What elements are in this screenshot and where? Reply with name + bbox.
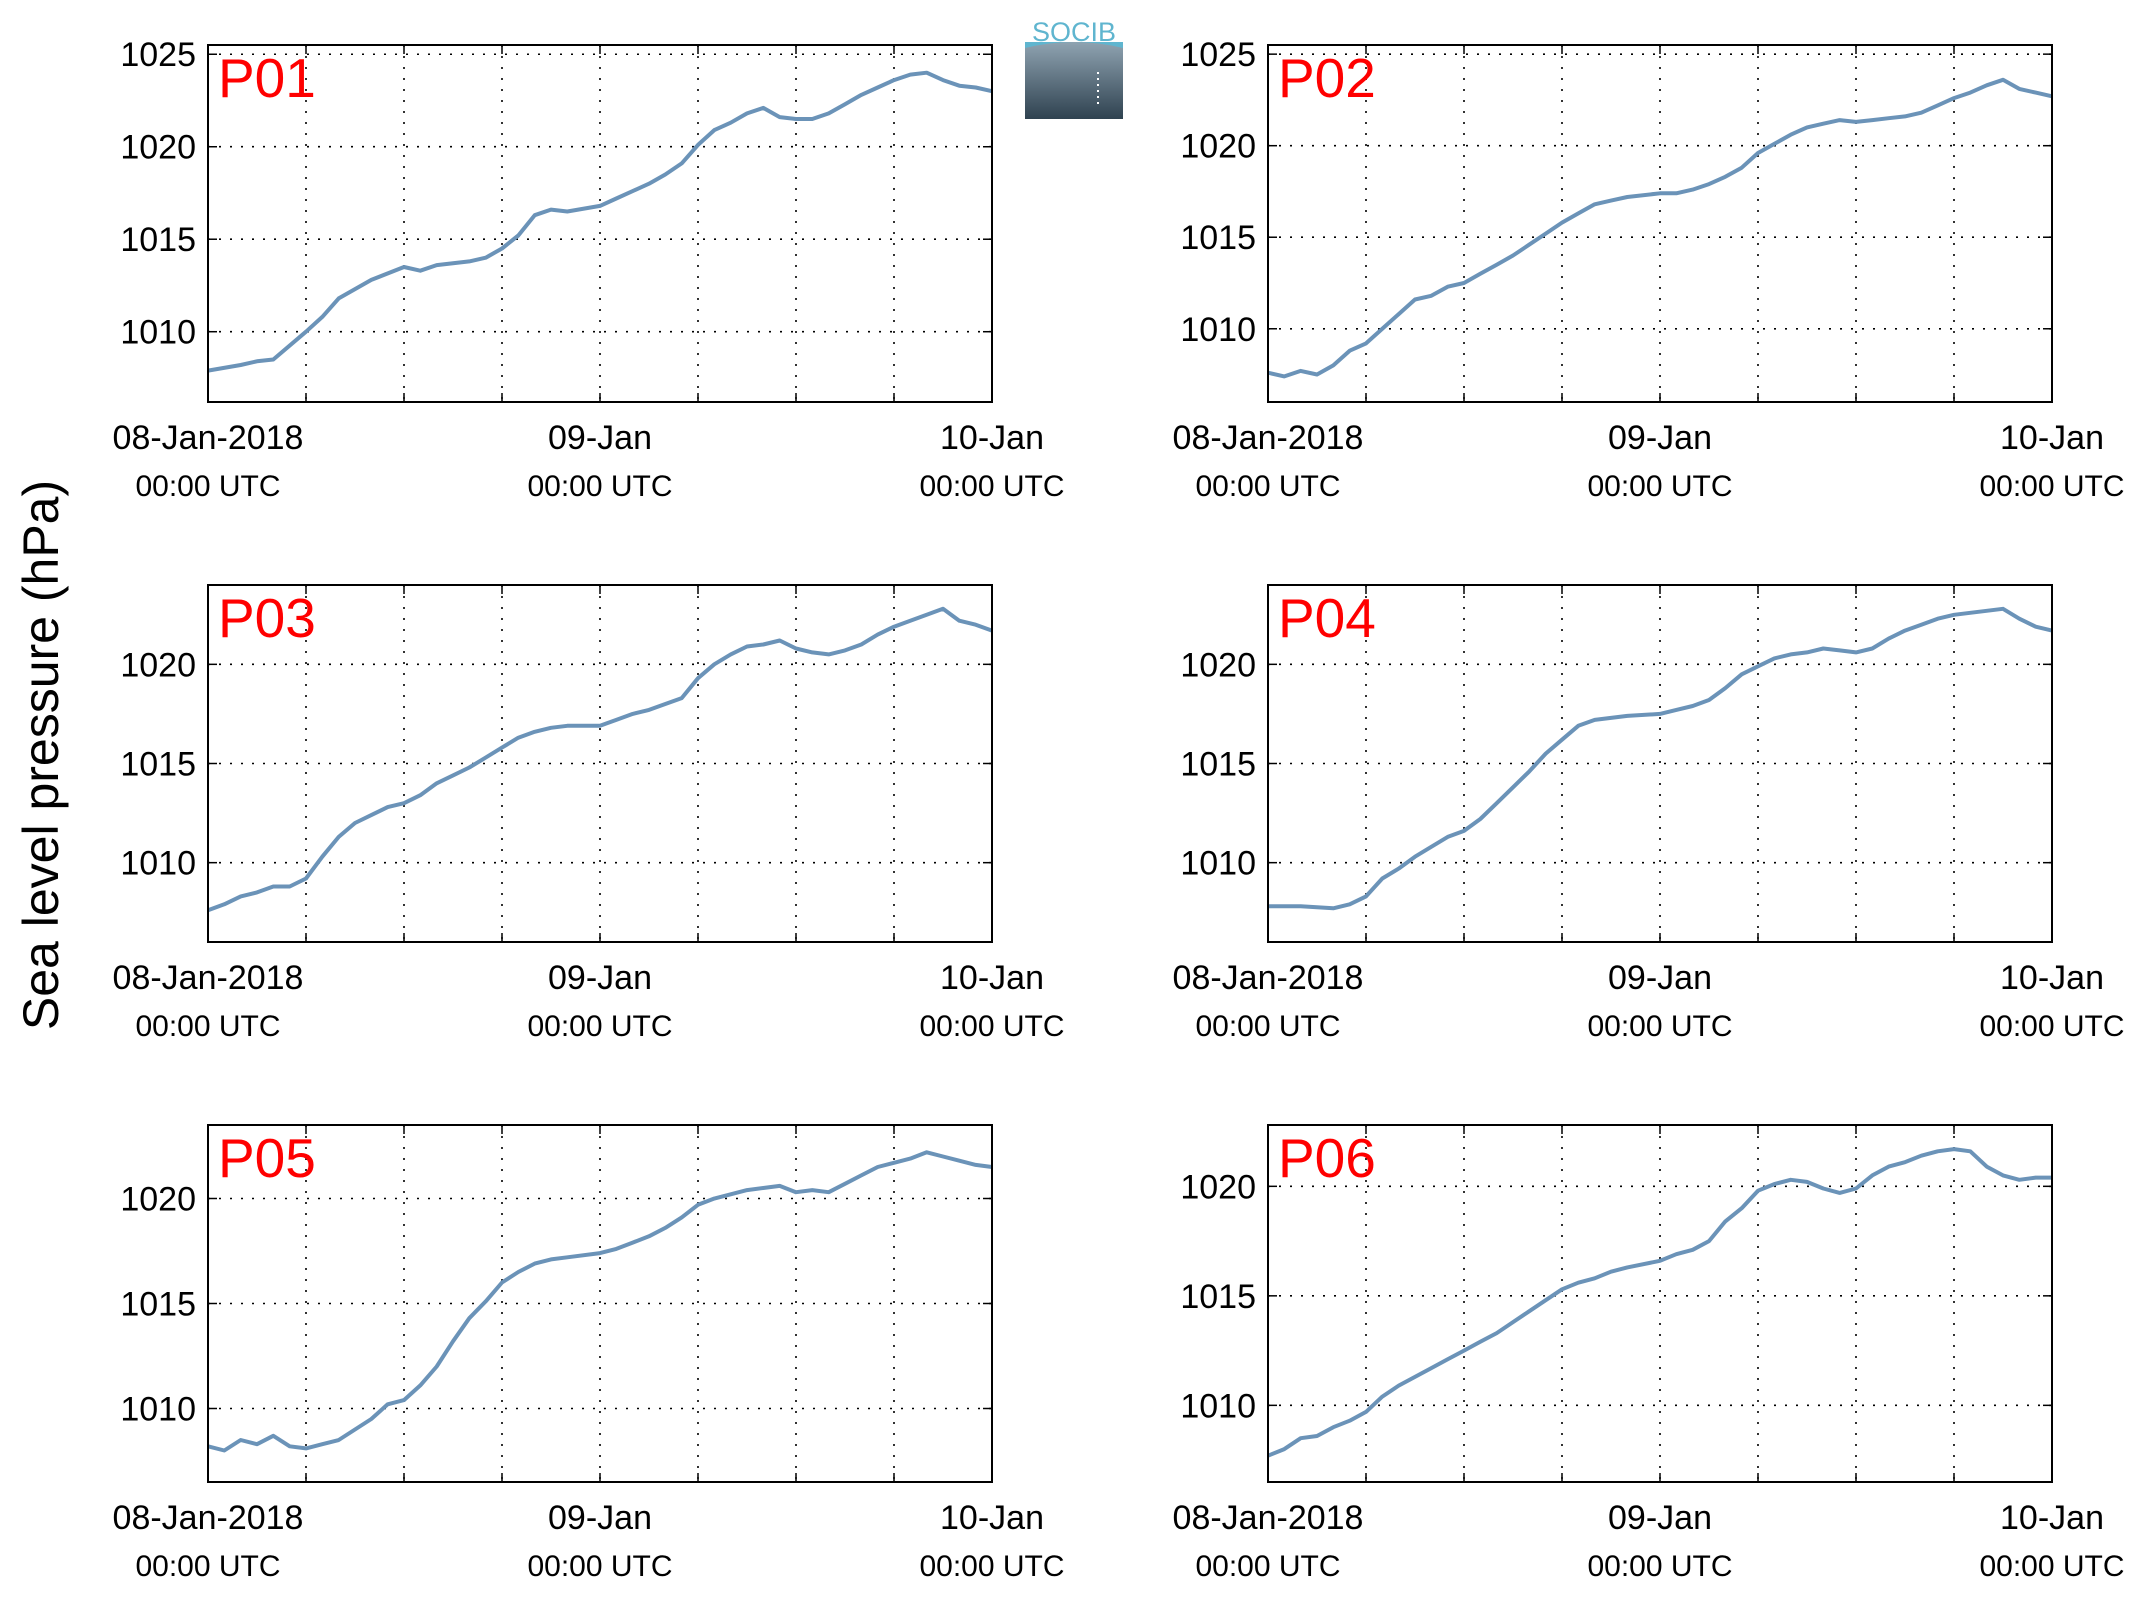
x-tick-label: 10-Jan [2000, 1499, 2104, 1537]
y-tick-label: 1010 [1180, 845, 1256, 883]
x-tick-sublabel: 00:00 UTC [919, 470, 1064, 503]
axes-box [1267, 584, 2053, 943]
x-tick-sublabel: 00:00 UTC [1195, 470, 1340, 503]
logo-text: SOCIB [1032, 17, 1116, 47]
x-tick-label: 10-Jan [2000, 419, 2104, 457]
axes-box [207, 1124, 993, 1483]
x-tick-sublabel: 00:00 UTC [1587, 1550, 1732, 1583]
x-tick-sublabel: 00:00 UTC [1587, 470, 1732, 503]
y-tick-label: 1015 [120, 746, 196, 784]
x-tick-sublabel: 00:00 UTC [527, 1550, 672, 1583]
y-tick-label: 1010 [120, 314, 196, 352]
series-line-p04 [1268, 606, 2053, 911]
panel-label: P04 [1278, 587, 1376, 649]
panel-label: P02 [1278, 47, 1376, 109]
x-tick-label: 10-Jan [940, 419, 1044, 457]
series-line-p05 [207, 1150, 993, 1453]
x-tick-sublabel: 00:00 UTC [919, 1550, 1064, 1583]
panel-label: P03 [218, 587, 316, 649]
panel-label: P05 [218, 1127, 316, 1189]
x-tick-sublabel: 00:00 UTC [135, 1010, 280, 1043]
y-tick-label: 1010 [120, 1391, 196, 1429]
x-tick-label: 09-Jan [1608, 419, 1712, 457]
panel-p03: 1010 1015 1020 P03 08-Jan-2018 00:00 UTC 09-Ja… [113, 584, 1065, 1043]
panels: 1010 1015 1020 1025 P01 08-Jan-2018 00:00 UTC 0… [113, 36, 2125, 1583]
x-tick-sublabel: 00:00 UTC [1195, 1010, 1340, 1043]
y-tick-label: 1010 [120, 845, 196, 883]
x-tick-sublabel: 00:00 UTC [1979, 1010, 2124, 1043]
x-tick-sublabel: 00:00 UTC [1195, 1550, 1340, 1583]
series-line-p03 [207, 606, 993, 913]
x-tick-sublabel: 00:00 UTC [527, 470, 672, 503]
y-tick-label: 1020 [1180, 1168, 1256, 1206]
x-tick-label: 08-Jan-2018 [113, 1499, 304, 1537]
x-tick-sublabel: 00:00 UTC [135, 470, 280, 503]
x-tick-label: 10-Jan [2000, 959, 2104, 997]
y-tick-label: 1020 [120, 129, 196, 167]
x-tick-label: 09-Jan [548, 1499, 652, 1537]
x-tick-sublabel: 00:00 UTC [1587, 1010, 1732, 1043]
series-line-p01 [207, 70, 993, 373]
panel-p06: 1010 1015 1020 P06 08-Jan-2018 00:00 UTC 09-Ja… [1173, 1124, 2125, 1583]
y-tick-label: 1010 [1180, 1387, 1256, 1425]
axes-box [207, 584, 993, 943]
x-tick-label: 08-Jan-2018 [1173, 959, 1364, 997]
axes-box [1267, 44, 2053, 403]
y-tick-label: 1020 [1180, 128, 1256, 166]
x-tick-sublabel: 00:00 UTC [135, 1550, 280, 1583]
axes-box [207, 44, 993, 403]
y-tick-label: 1015 [120, 1286, 196, 1324]
panel-p02: 1010 1015 1020 1025 P02 08-Jan-2018 00:00 UTC 0… [1173, 36, 2125, 503]
y-tick-label: 1025 [120, 36, 196, 74]
x-tick-label: 08-Jan-2018 [113, 419, 304, 457]
panel-label: P06 [1278, 1127, 1376, 1189]
x-tick-label: 10-Jan [940, 959, 1044, 997]
x-tick-sublabel: 00:00 UTC [1979, 470, 2124, 503]
y-tick-label: 1020 [1180, 646, 1256, 684]
panel-p04: 1010 1015 1020 P04 08-Jan-2018 00:00 UTC 09-Ja… [1173, 584, 2125, 1043]
socib-logo: SOCIB [1025, 17, 1123, 119]
y-tick-label: 1015 [1180, 1278, 1256, 1316]
y-tick-label: 1025 [1180, 36, 1256, 74]
x-tick-label: 10-Jan [940, 1499, 1044, 1537]
y-tick-label: 1010 [1180, 311, 1256, 349]
y-tick-label: 1020 [120, 1181, 196, 1219]
x-tick-label: 09-Jan [1608, 959, 1712, 997]
x-tick-label: 08-Jan-2018 [1173, 419, 1364, 457]
x-tick-label: 09-Jan [548, 959, 652, 997]
x-tick-sublabel: 00:00 UTC [527, 1010, 672, 1043]
axes-box [1267, 1124, 2053, 1483]
panel-p01: 1010 1015 1020 1025 P01 08-Jan-2018 00:00 UTC 0… [113, 36, 1065, 503]
y-tick-label: 1015 [1180, 219, 1256, 257]
x-tick-label: 08-Jan-2018 [1173, 1499, 1364, 1537]
panel-label: P01 [218, 47, 316, 109]
panel-p05: 1010 1015 1020 P05 08-Jan-2018 00:00 UTC 09-Ja… [113, 1124, 1065, 1583]
y-tick-label: 1020 [120, 646, 196, 684]
series-line-p02 [1267, 77, 2053, 379]
y-tick-label: 1015 [1180, 746, 1256, 784]
x-tick-label: 08-Jan-2018 [113, 959, 304, 997]
series-line-p06 [1267, 1147, 2052, 1458]
x-tick-sublabel: 00:00 UTC [919, 1010, 1064, 1043]
x-tick-sublabel: 00:00 UTC [1979, 1550, 2124, 1583]
figure-ylabel: Sea level pressure (hPa) [13, 480, 69, 1030]
y-tick-label: 1015 [120, 221, 196, 259]
x-tick-label: 09-Jan [1608, 1499, 1712, 1537]
x-tick-label: 09-Jan [548, 419, 652, 457]
